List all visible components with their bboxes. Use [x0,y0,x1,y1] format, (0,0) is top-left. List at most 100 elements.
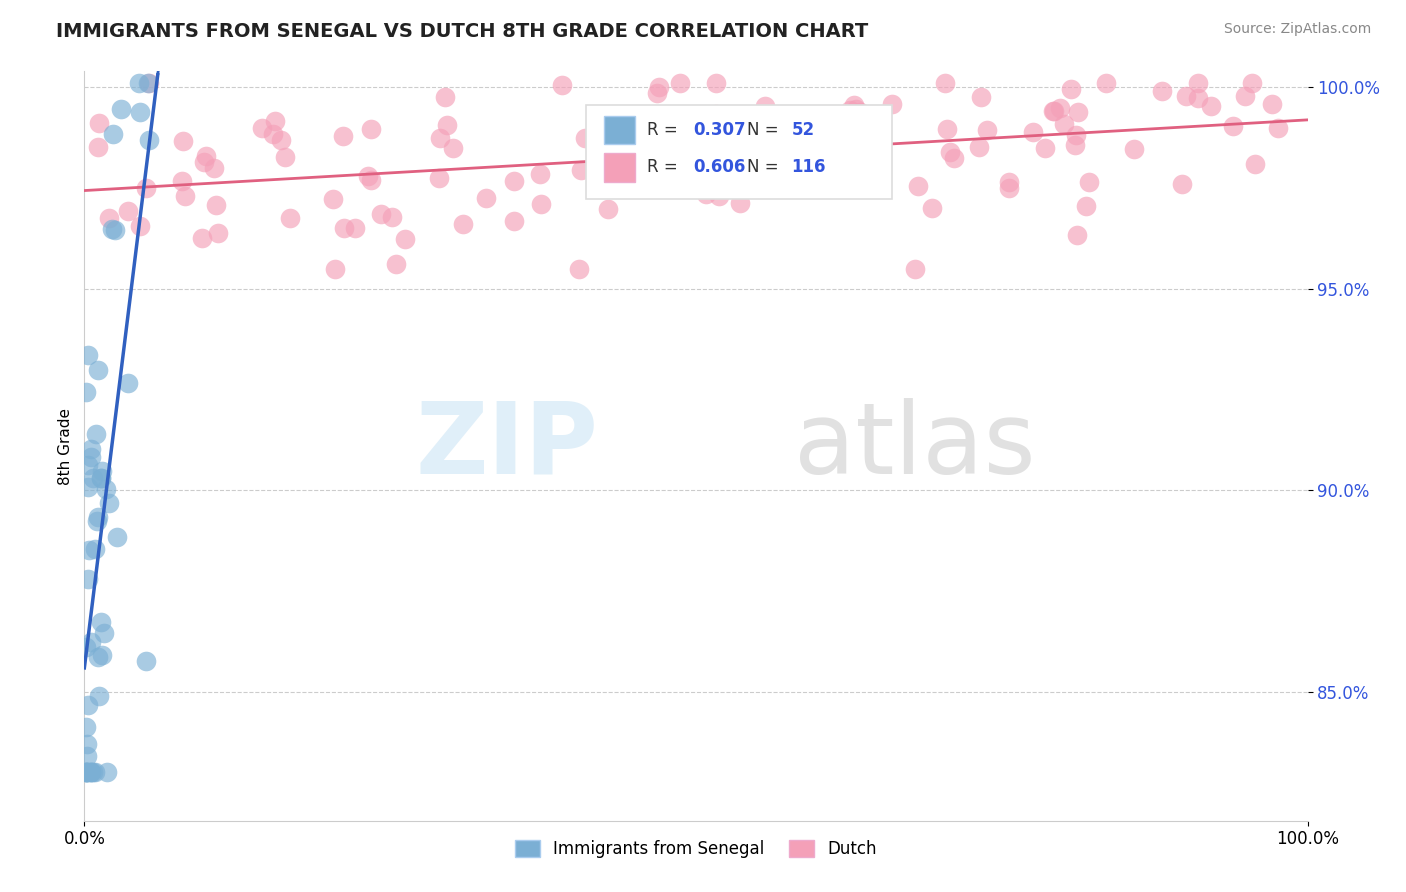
Point [93,626,115,640]
Point [1035,141,1057,155]
Point [571,162,593,177]
Point [75,640,97,655]
Point [202,161,225,175]
Text: R =: R = [647,120,683,139]
Text: N =: N = [748,120,785,139]
Point [731,155,754,169]
Point [75,765,97,780]
Point [640,163,662,178]
Legend: Immigrants from Senegal, Dutch: Immigrants from Senegal, Dutch [508,833,884,864]
Point [80,765,103,780]
Text: Source: ZipAtlas.com: Source: ZipAtlas.com [1223,22,1371,37]
Point [87,140,110,154]
Point [360,121,382,136]
Point [360,173,382,187]
Point [707,188,730,202]
Point [502,214,524,228]
Point [75,765,97,780]
Point [848,105,870,120]
Point [852,179,875,194]
Point [595,165,617,179]
Point [695,187,717,202]
Point [90,471,112,485]
Point [1095,77,1118,91]
Point [838,103,860,117]
Point [568,261,591,276]
Point [75,384,97,399]
Point [943,151,966,165]
Point [97,496,120,510]
Point [738,145,761,160]
Point [105,530,128,544]
Point [87,690,110,704]
Point [170,174,193,188]
Point [75,765,97,780]
Point [1199,99,1222,113]
Text: IMMIGRANTS FROM SENEGAL VS DUTCH 8TH GRADE CORRELATION CHART: IMMIGRANTS FROM SENEGAL VS DUTCH 8TH GRA… [56,22,869,41]
Point [104,223,127,237]
Point [434,90,457,104]
Text: 0.606: 0.606 [693,158,747,177]
Point [704,107,727,121]
Point [94,482,117,496]
Point [82,470,104,484]
Point [262,128,284,142]
Text: ZIP: ZIP [415,398,598,494]
Point [598,202,620,216]
Point [725,140,748,154]
Point [1171,177,1194,191]
Point [322,192,344,206]
Point [1241,77,1264,91]
Point [79,765,101,780]
Point [86,514,108,528]
Point [90,471,112,485]
Point [530,197,553,211]
Point [441,141,464,155]
Text: N =: N = [748,158,785,177]
Point [173,189,195,203]
Point [907,178,929,193]
Point [84,427,107,442]
Bar [605,153,636,181]
Point [80,635,103,649]
Point [645,86,668,100]
Point [193,154,215,169]
Point [1261,96,1284,111]
Point [135,654,157,668]
Point [842,98,865,112]
Point [138,133,160,147]
Point [82,765,104,780]
Point [1174,88,1197,103]
Point [129,219,152,233]
Point [128,77,150,91]
Point [172,134,194,148]
Point [811,132,834,146]
Point [648,80,671,95]
Point [117,203,139,218]
Point [1152,84,1174,98]
Point [967,140,990,154]
Point [117,376,139,390]
Point [998,175,1021,189]
Point [475,191,498,205]
Point [207,227,229,241]
Point [661,139,683,153]
Point [1078,175,1101,189]
Point [754,99,776,113]
Point [734,133,756,147]
Point [921,201,943,215]
Text: 52: 52 [792,120,814,139]
Point [274,150,297,164]
FancyBboxPatch shape [586,105,891,199]
Point [1234,89,1257,103]
Point [683,112,706,127]
Point [904,261,927,276]
Point [574,131,596,145]
Point [1042,104,1064,119]
Point [77,458,100,472]
Point [1022,125,1045,139]
Point [381,210,404,224]
Point [938,145,960,159]
Point [87,116,110,130]
Point [1244,157,1267,171]
